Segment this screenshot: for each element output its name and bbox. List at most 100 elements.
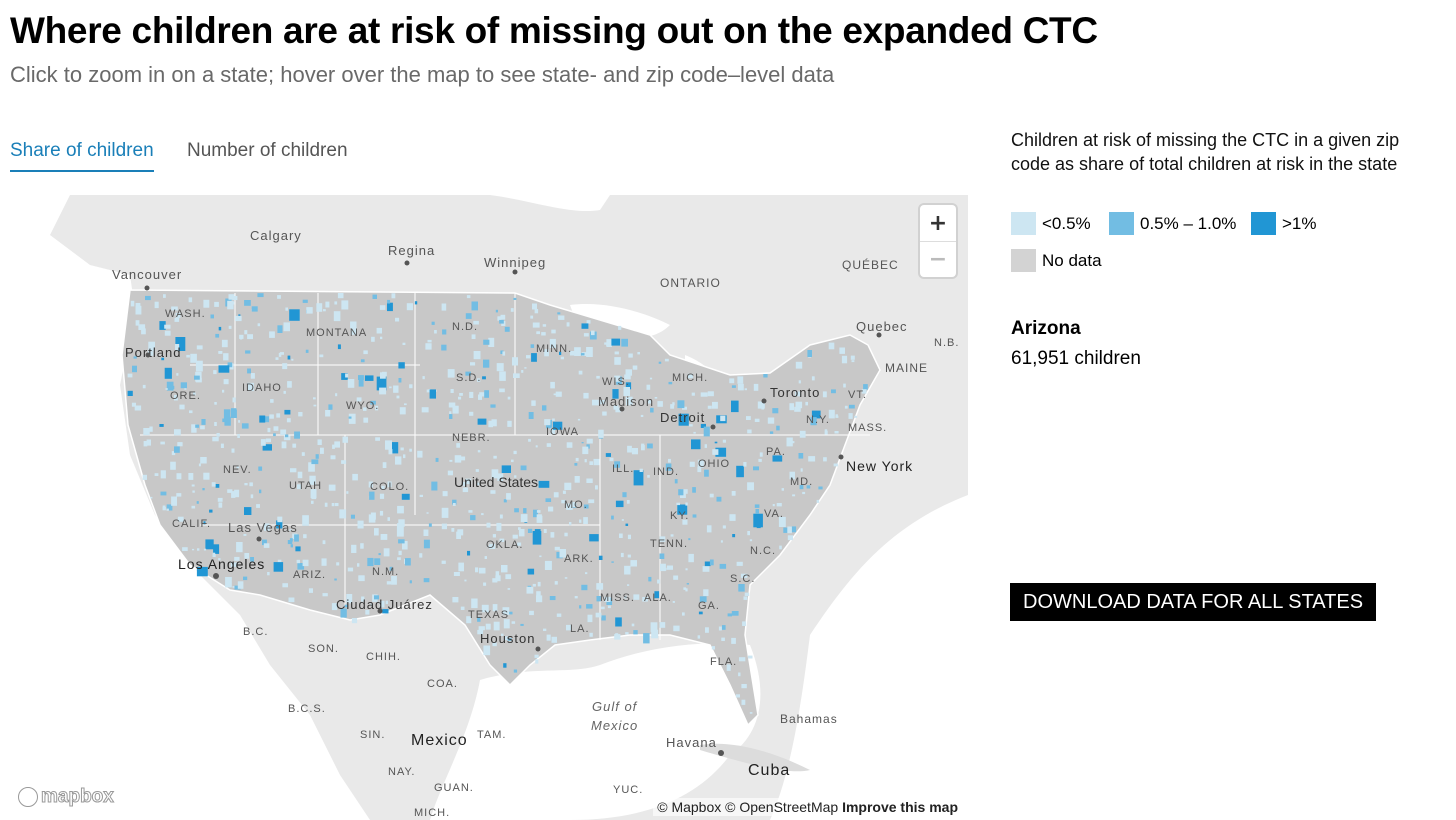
zip-code-area[interactable] <box>755 509 760 514</box>
zip-code-area[interactable] <box>697 466 702 473</box>
zip-code-area[interactable] <box>618 325 622 330</box>
zip-code-area[interactable] <box>351 618 358 624</box>
zip-code-area[interactable] <box>391 576 397 585</box>
zip-code-area[interactable] <box>192 490 195 493</box>
zip-code-area[interactable] <box>364 375 374 381</box>
zip-code-area[interactable] <box>624 595 627 599</box>
zip-code-area[interactable] <box>477 616 481 622</box>
zip-code-area[interactable] <box>425 343 432 350</box>
zip-code-area[interactable] <box>640 414 644 417</box>
zip-code-area[interactable] <box>579 519 582 523</box>
zip-code-area[interactable] <box>722 625 726 630</box>
zip-code-area[interactable] <box>133 356 137 359</box>
zip-code-area[interactable] <box>798 453 804 459</box>
zip-code-area[interactable] <box>409 448 412 452</box>
zip-code-area[interactable] <box>475 469 479 472</box>
zip-code-area[interactable] <box>747 531 750 536</box>
zip-code-area[interactable] <box>575 457 579 462</box>
zip-code-area[interactable] <box>159 424 164 427</box>
zip-code-area[interactable] <box>342 436 349 443</box>
zip-code-area[interactable] <box>396 395 400 399</box>
zip-code-area[interactable] <box>389 566 393 571</box>
zip-code-area[interactable] <box>843 383 846 388</box>
zip-code-area[interactable] <box>313 397 316 400</box>
zip-code-area[interactable] <box>799 485 804 490</box>
zip-code-area[interactable] <box>621 338 628 347</box>
zip-code-area[interactable] <box>705 627 709 633</box>
zip-code-area[interactable] <box>699 596 707 603</box>
zip-code-area[interactable] <box>712 449 719 455</box>
zip-code-area[interactable] <box>586 347 593 357</box>
zip-code-area[interactable] <box>483 359 490 368</box>
zip-code-area[interactable] <box>665 463 672 471</box>
zip-code-area[interactable] <box>298 412 303 417</box>
zip-code-area[interactable] <box>286 418 291 423</box>
zip-code-area[interactable] <box>344 604 348 608</box>
zip-code-area[interactable] <box>715 447 727 457</box>
zip-code-area[interactable] <box>196 501 199 504</box>
zip-code-area[interactable] <box>561 499 566 504</box>
zip-code-area[interactable] <box>200 457 207 464</box>
zip-code-area[interactable] <box>495 571 500 576</box>
zip-code-area[interactable] <box>658 361 662 364</box>
zip-code-area[interactable] <box>227 362 233 368</box>
zip-code-area[interactable] <box>502 607 510 615</box>
zip-code-area[interactable] <box>465 371 471 376</box>
zip-code-area[interactable] <box>641 443 645 447</box>
zip-code-area[interactable] <box>685 568 688 571</box>
zip-code-area[interactable] <box>564 532 568 537</box>
zip-code-area[interactable] <box>552 418 555 421</box>
zip-code-area[interactable] <box>503 663 507 668</box>
zip-code-area[interactable] <box>465 478 472 485</box>
zip-code-area[interactable] <box>492 604 498 612</box>
zip-code-area[interactable] <box>741 699 746 705</box>
zip-code-area[interactable] <box>763 374 768 378</box>
zip-code-area[interactable] <box>703 426 710 437</box>
zip-code-area[interactable] <box>659 553 665 560</box>
zip-code-area[interactable] <box>198 463 201 467</box>
zip-code-area[interactable] <box>627 584 630 586</box>
zip-code-area[interactable] <box>687 373 693 379</box>
zip-code-area[interactable] <box>376 327 382 334</box>
zip-code-area[interactable] <box>816 499 820 503</box>
zip-code-area[interactable] <box>142 384 146 389</box>
zip-code-area[interactable] <box>749 712 753 714</box>
zip-code-area[interactable] <box>534 309 539 314</box>
zip-code-area[interactable] <box>651 629 659 639</box>
zip-code-area[interactable] <box>379 600 385 608</box>
zip-code-area[interactable] <box>379 305 386 310</box>
zip-code-area[interactable] <box>442 329 447 335</box>
zip-code-area[interactable] <box>544 560 552 570</box>
zip-code-area[interactable] <box>514 475 517 478</box>
zip-code-area[interactable] <box>572 502 576 508</box>
zip-code-area[interactable] <box>488 337 495 347</box>
zip-code-area[interactable] <box>150 496 153 499</box>
zip-code-area[interactable] <box>211 482 216 487</box>
zip-code-area[interactable] <box>703 589 709 596</box>
zip-code-area[interactable] <box>230 409 237 418</box>
zip-code-area[interactable] <box>171 496 177 506</box>
zip-code-area[interactable] <box>227 489 233 493</box>
zip-code-area[interactable] <box>795 361 803 369</box>
zip-code-area[interactable] <box>256 504 260 508</box>
zip-code-area[interactable] <box>234 585 241 590</box>
zip-code-area[interactable] <box>319 354 324 358</box>
zip-code-area[interactable] <box>203 548 207 551</box>
zip-code-area[interactable] <box>154 301 159 309</box>
zip-code-area[interactable] <box>639 468 643 472</box>
zip-code-area[interactable] <box>598 400 606 405</box>
zip-code-area[interactable] <box>627 554 631 558</box>
zip-code-area[interactable] <box>596 375 600 379</box>
zip-code-area[interactable] <box>581 584 588 591</box>
zip-code-area[interactable] <box>467 550 471 556</box>
zip-code-area[interactable] <box>297 484 302 490</box>
zip-code-area[interactable] <box>849 404 855 409</box>
zip-code-area[interactable] <box>350 321 357 329</box>
zip-code-area[interactable] <box>423 578 430 583</box>
zip-code-area[interactable] <box>358 375 364 380</box>
zip-code-area[interactable] <box>188 297 193 303</box>
zip-code-area[interactable] <box>654 591 660 599</box>
zip-code-area[interactable] <box>834 431 839 434</box>
zip-code-area[interactable] <box>308 462 315 472</box>
zip-code-area[interactable] <box>191 424 197 433</box>
